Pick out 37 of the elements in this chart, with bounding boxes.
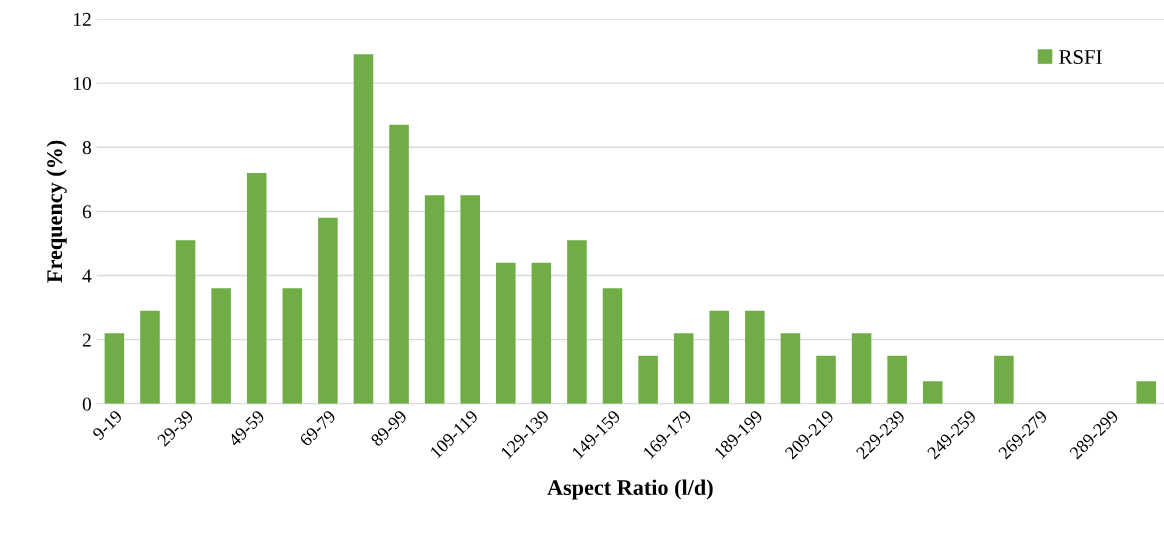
- y-axis-title: Frequency (%): [46, 140, 67, 283]
- y-tick-label: 4: [82, 269, 92, 283]
- y-tick-label: 6: [82, 205, 92, 219]
- x-tick-label: 9-19: [91, 409, 123, 441]
- bar: [104, 333, 125, 404]
- bar: [816, 355, 836, 404]
- bar: [567, 240, 587, 404]
- bar: [246, 172, 267, 404]
- bar: [531, 262, 552, 404]
- bar: [424, 195, 445, 404]
- bar: [673, 333, 694, 404]
- y-tick-label: 2: [82, 333, 91, 347]
- bar: [140, 310, 160, 404]
- bar: [353, 54, 374, 404]
- y-tick-label: 0: [82, 397, 92, 411]
- bar: [211, 288, 231, 404]
- y-tick-label: 8: [82, 141, 92, 155]
- bar: [922, 381, 943, 404]
- bar: [638, 355, 658, 404]
- bar: [1136, 381, 1156, 404]
- bar: [887, 355, 907, 404]
- x-axis-title: Aspect Ratio (l/d): [547, 479, 713, 500]
- bar: [745, 310, 765, 404]
- bar: [994, 355, 1014, 404]
- bar: [709, 310, 730, 404]
- legend-label: RSFI: [1059, 50, 1102, 65]
- bar: [389, 124, 409, 404]
- bar: [460, 195, 480, 404]
- bar: [602, 288, 623, 404]
- bar: [851, 333, 872, 404]
- bar: [495, 262, 516, 404]
- bar: [318, 217, 338, 404]
- y-tick-label: 12: [74, 12, 91, 26]
- bar: [780, 333, 801, 404]
- bar: [175, 240, 196, 404]
- y-tick-label: 10: [74, 76, 92, 91]
- bar: [282, 288, 303, 404]
